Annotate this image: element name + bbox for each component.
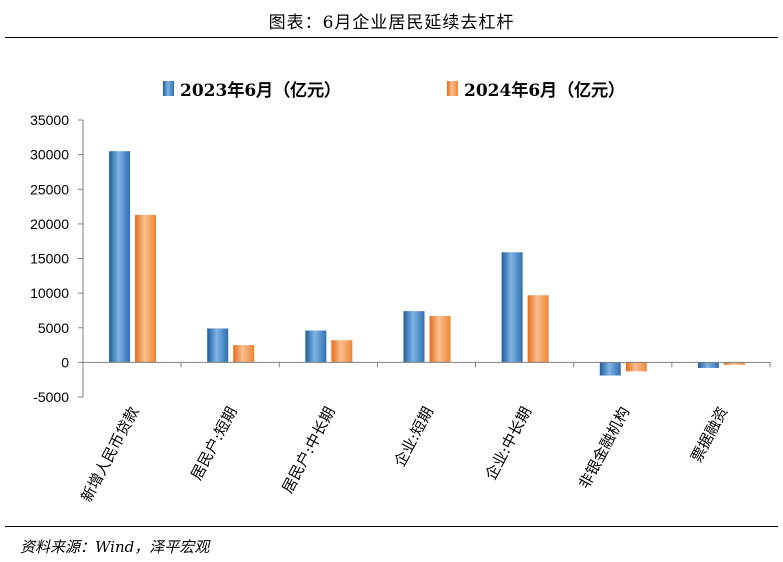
legend: 2023年6月（亿元） 2024年6月（亿元） xyxy=(163,80,625,101)
bar-2024-5 xyxy=(625,362,647,372)
legend-label: 2024年6月（亿元） xyxy=(464,80,625,101)
y-tick-label: 5000 xyxy=(38,320,69,336)
x-axis: 新增人民币贷款 居民户:短期 居民户:中长期 企业:短期 企业:中长期 非银金融机构 票据融… xyxy=(77,361,771,505)
bar-2023-1 xyxy=(207,328,229,363)
legend-swatch xyxy=(163,81,174,96)
y-tick-label: 0 xyxy=(61,354,69,370)
x-category-label: 居民户:短期 xyxy=(187,404,240,483)
bar-2024-6 xyxy=(723,362,745,365)
bar-2023-6 xyxy=(697,362,719,368)
bar-2024-2 xyxy=(331,340,353,363)
bar-2024-3 xyxy=(429,315,451,363)
bar-2024-4 xyxy=(527,295,549,363)
legend-label: 2023年6月（亿元） xyxy=(180,80,341,101)
bottom-divider xyxy=(5,526,778,527)
x-category-label: 居民户:中长期 xyxy=(278,404,339,496)
x-category-label: 非银金融机构 xyxy=(575,404,633,492)
y-tick-label: 25000 xyxy=(30,181,69,197)
y-tick-label: 15000 xyxy=(30,251,69,267)
legend-swatch xyxy=(447,81,458,96)
y-tick-label: -5000 xyxy=(33,389,69,405)
source-note: 资料来源：Wind，泽平宏观 xyxy=(20,538,210,556)
y-tick-label: 10000 xyxy=(30,285,69,301)
bar-2023-2 xyxy=(305,330,327,363)
bar-2023-4 xyxy=(501,252,523,363)
y-tick-label: 20000 xyxy=(30,216,69,232)
y-tick-label: 35000 xyxy=(30,112,69,128)
x-category-label: 企业:中长期 xyxy=(482,404,535,483)
bar-2024-1 xyxy=(233,345,255,363)
y-axis: -5000 0 5000 10000 15000 20000 25000 30000 35000 xyxy=(30,112,84,405)
x-category-label: 票据融资 xyxy=(687,404,731,465)
bar-2023-0 xyxy=(109,151,131,363)
bars xyxy=(109,151,745,376)
y-tick-label: 30000 xyxy=(30,147,69,163)
bar-chart: 2023年6月（亿元） 2024年6月（亿元） -5000 0 5000 10000 15… xyxy=(30,80,771,505)
x-category-label: 新增人民币贷款 xyxy=(77,404,142,505)
bar-2024-0 xyxy=(135,214,157,363)
bar-2023-5 xyxy=(599,362,621,376)
top-divider xyxy=(5,37,778,38)
bar-2023-3 xyxy=(403,311,425,363)
chart-title: 图表：6月企业居民延续去杠杆 xyxy=(268,13,515,33)
x-category-label: 企业:短期 xyxy=(391,404,437,470)
